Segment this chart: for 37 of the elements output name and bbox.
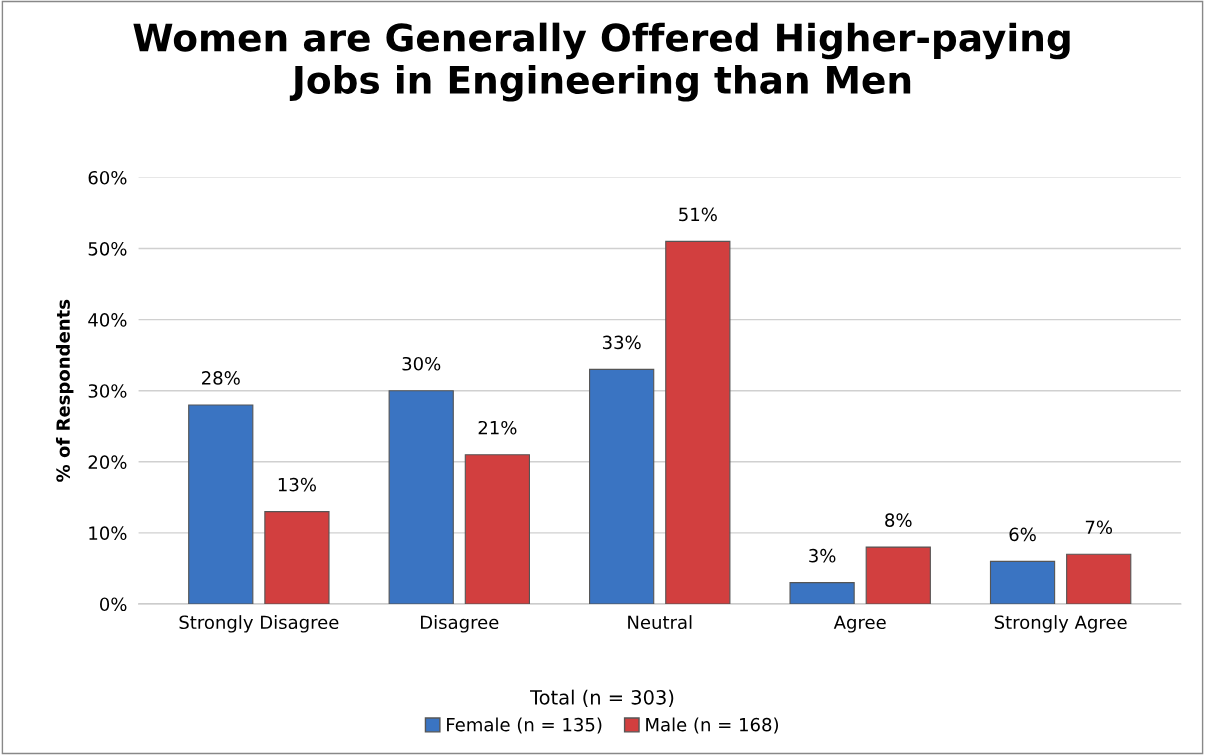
x-tick-label: Disagree: [421, 615, 499, 633]
x-tick-label: Strongly Agree: [994, 615, 1127, 633]
legend-label: Female (n = 135): [447, 717, 602, 734]
y-tick-label: 60%: [88, 170, 127, 185]
data-label: 6%: [1009, 527, 1036, 542]
bar: [388, 390, 454, 604]
x-tick-label: Strongly Disagree: [179, 615, 339, 633]
bar: [264, 511, 330, 604]
y-tick-label: 40%: [88, 313, 127, 327]
legend-label: Male (n = 168): [646, 717, 779, 734]
data-label: 7%: [1085, 520, 1113, 535]
data-label: 28%: [202, 371, 240, 385]
y-tick-label: 10%: [89, 526, 127, 541]
chart-title: Women are Generally Offered Higher-paying Jobs in Engineering than Men: [133, 22, 1070, 102]
y-tick-label: 50%: [88, 241, 127, 256]
data-label: 8%: [885, 513, 912, 527]
y-tick-label: 0%: [100, 597, 127, 612]
data-label: 13%: [278, 477, 316, 492]
y-tick-label: 30%: [88, 384, 127, 398]
bar: [188, 404, 254, 604]
bar: [464, 454, 531, 604]
bar: [665, 240, 731, 604]
legend-title: Total (n = 303): [530, 689, 674, 707]
data-label: 30%: [402, 356, 441, 371]
data-label: 3%: [809, 548, 836, 563]
bar: [789, 582, 855, 604]
bar: [1066, 553, 1132, 604]
y-axis-title: % of Respondents: [55, 299, 74, 482]
bar: [989, 560, 1056, 604]
x-tick-label: Agree: [833, 615, 886, 633]
x-tick-label: Neutral: [628, 615, 692, 630]
bar: [865, 546, 931, 604]
bar: [589, 368, 655, 604]
data-label: 33%: [602, 335, 641, 350]
y-tick-label: 20%: [88, 455, 127, 469]
data-label: 21%: [478, 420, 517, 435]
data-label: 51%: [679, 207, 717, 222]
